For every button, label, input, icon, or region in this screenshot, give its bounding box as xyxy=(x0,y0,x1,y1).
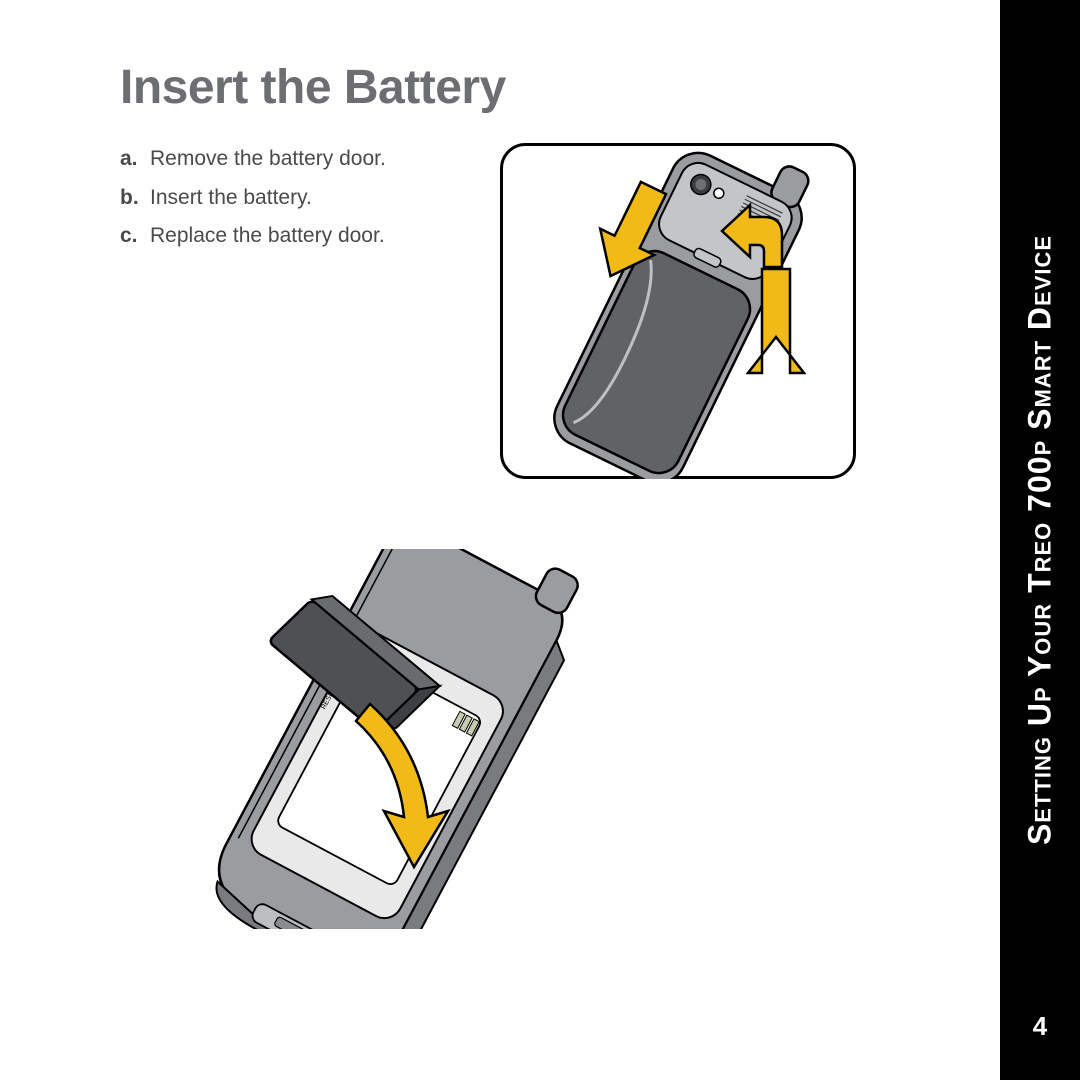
step-label: b. xyxy=(120,182,150,215)
step-text: Remove the battery door. xyxy=(150,143,386,176)
step-item: a. Remove the battery door. xyxy=(120,143,460,176)
step-list: a. Remove the battery door. b. Insert th… xyxy=(120,143,460,259)
diagram-battery-insert: RESET xyxy=(160,549,940,929)
step-item: b. Insert the battery. xyxy=(120,182,460,215)
section-tab-label: Setting Up Your Treo 700p Smart Device xyxy=(1022,235,1059,845)
page-heading: Insert the Battery xyxy=(120,60,940,115)
step-label: c. xyxy=(120,220,150,253)
diagram-cover-slide xyxy=(500,143,856,479)
step-label: a. xyxy=(120,143,150,176)
page-number: 4 xyxy=(1000,1011,1080,1042)
step-text: Replace the battery door. xyxy=(150,220,385,253)
section-tab: Setting Up Your Treo 700p Smart Device 4 xyxy=(1000,0,1080,1080)
step-item: c. Replace the battery door. xyxy=(120,220,460,253)
step-text: Insert the battery. xyxy=(150,182,312,215)
